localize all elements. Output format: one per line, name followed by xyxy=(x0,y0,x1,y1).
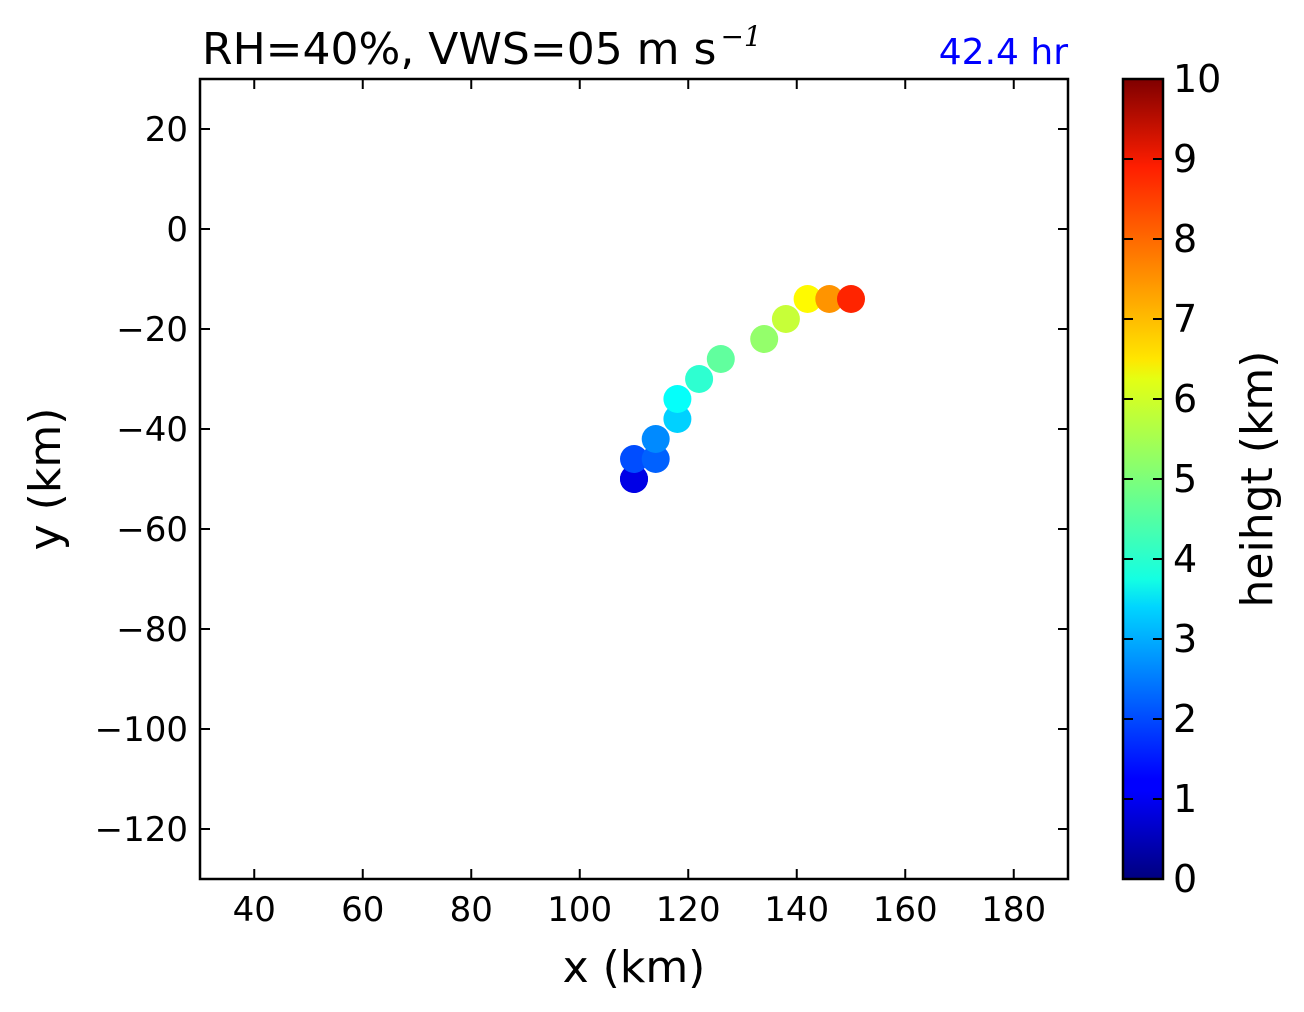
x-tick-label: 40 xyxy=(233,890,276,930)
x-tick-label: 120 xyxy=(656,890,721,930)
x-tick-label: 60 xyxy=(341,890,384,930)
x-tick-label: 80 xyxy=(450,890,493,930)
data-point-5 xyxy=(663,405,692,433)
data-point-4 xyxy=(641,425,670,453)
data-point-2 xyxy=(620,445,648,473)
colorbar-tick-label: 3 xyxy=(1173,617,1197,661)
colorbar-tick-label: 1 xyxy=(1173,777,1197,821)
y-tick-label: 20 xyxy=(145,110,188,150)
colorbar-tick-label: 9 xyxy=(1173,137,1197,181)
title-superscript: −1 xyxy=(720,20,761,53)
colorbar-tick-label: 8 xyxy=(1173,217,1197,261)
x-tick-label: 140 xyxy=(764,890,829,930)
y-tick-label: −40 xyxy=(116,410,188,450)
colorbar-label: heihgt (km) xyxy=(1232,351,1283,608)
colorbar-ticks: 0 1 2 3 4 5 6 7 8 9 10 xyxy=(1123,57,1221,901)
data-point-3 xyxy=(641,445,670,473)
data-point-12 xyxy=(815,285,844,313)
colorbar-tick-label: 2 xyxy=(1173,697,1197,741)
colorbar-tick-label: 4 xyxy=(1173,537,1197,581)
y-tick-label: 0 xyxy=(166,210,188,250)
x-tick-label: 180 xyxy=(981,890,1046,930)
data-point-11 xyxy=(793,285,822,313)
y-axis-ticks: 20 0 −20 −40 −60 −80 −100 −120 xyxy=(95,110,1068,850)
y-tick-label: −120 xyxy=(95,810,188,850)
y-tick-label: −60 xyxy=(116,510,188,550)
points-layer xyxy=(620,285,865,493)
x-tick-label: 100 xyxy=(547,890,612,930)
colorbar-tick-label: 6 xyxy=(1173,377,1197,421)
x-axis-label: x (km) xyxy=(563,942,706,993)
data-point-8 xyxy=(706,345,735,373)
colorbar-tick-label: 7 xyxy=(1173,297,1197,341)
time-label: 42.4 hr xyxy=(939,32,1068,73)
colorbar-tick-label: 10 xyxy=(1173,57,1221,101)
colorbar-tick-label: 5 xyxy=(1173,457,1197,501)
data-point-6 xyxy=(663,385,692,413)
data-point-13 xyxy=(837,285,865,313)
data-point-9 xyxy=(750,325,779,353)
y-tick-label: −80 xyxy=(116,610,188,650)
data-point-10 xyxy=(771,305,800,333)
x-axis-ticks: 40 60 80 100 120 140 160 180 xyxy=(233,79,1046,930)
chart-title: RH=40%, VWS=05 m s −1 xyxy=(202,20,762,75)
y-tick-label: −100 xyxy=(95,710,188,750)
y-tick-label: −20 xyxy=(116,310,188,350)
data-point-1 xyxy=(620,465,648,493)
y-axis-label: y (km) xyxy=(20,408,71,551)
x-tick-label: 160 xyxy=(873,890,938,930)
data-point-7 xyxy=(685,365,714,393)
colorbar-tick-label: 0 xyxy=(1173,857,1197,901)
